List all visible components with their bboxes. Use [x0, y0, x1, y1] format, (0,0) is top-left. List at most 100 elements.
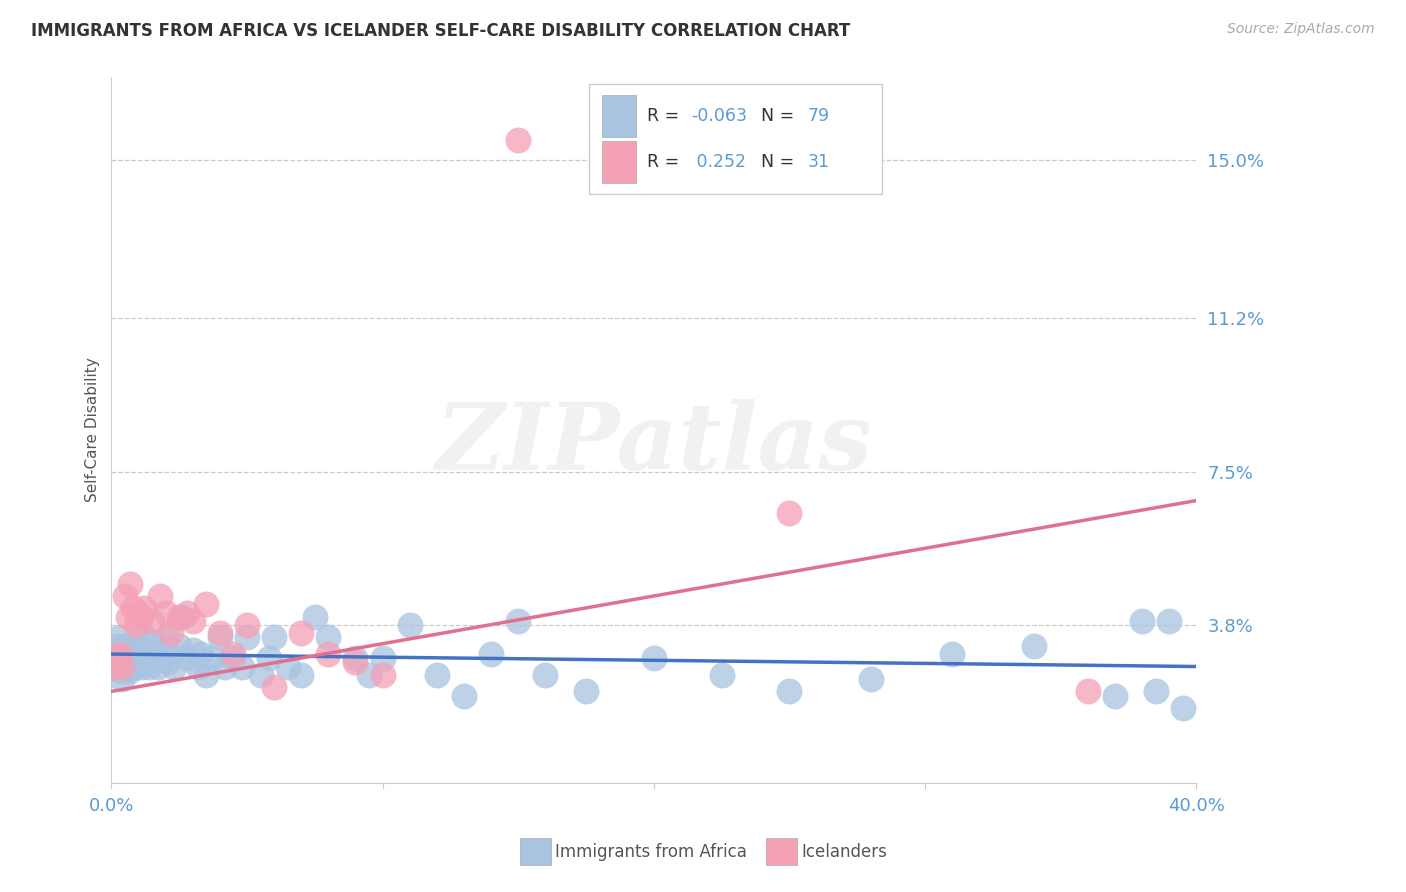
Point: [129, 659, 152, 673]
Point: [125, 647, 148, 661]
Point: [111, 659, 134, 673]
Text: -0.063: -0.063: [690, 107, 747, 125]
Point: [103, 659, 125, 673]
Point: [160, 647, 183, 661]
Point: [149, 643, 172, 657]
Point: [117, 656, 139, 670]
Point: [575, 684, 598, 698]
Point: [290, 626, 312, 640]
Point: [120, 664, 142, 678]
Point: [222, 651, 245, 665]
Point: [181, 614, 204, 628]
Point: [111, 643, 134, 657]
Point: [1144, 684, 1167, 698]
Point: [114, 651, 136, 665]
Point: [277, 659, 299, 673]
Text: R =: R =: [647, 107, 685, 125]
Point: [214, 659, 236, 673]
Point: [111, 651, 134, 665]
Point: [1130, 614, 1153, 628]
Point: [859, 672, 882, 686]
Point: [398, 618, 420, 632]
Point: [128, 651, 150, 665]
Point: [157, 656, 180, 670]
Text: R =: R =: [647, 153, 685, 171]
Point: [236, 618, 259, 632]
Point: [257, 651, 280, 665]
Point: [117, 609, 139, 624]
Point: [155, 606, 177, 620]
Point: [249, 668, 271, 682]
Point: [125, 618, 148, 632]
Point: [108, 631, 131, 645]
Point: [371, 651, 394, 665]
Text: N =: N =: [761, 107, 800, 125]
Text: N =: N =: [761, 153, 800, 171]
Point: [120, 576, 142, 591]
Point: [479, 647, 502, 661]
Point: [122, 601, 145, 615]
Point: [170, 609, 193, 624]
Text: Icelanders: Icelanders: [801, 843, 887, 861]
Point: [167, 609, 190, 624]
Point: [453, 689, 475, 703]
Point: [1077, 684, 1099, 698]
Point: [231, 659, 253, 673]
Text: 31: 31: [808, 153, 830, 171]
Point: [181, 643, 204, 657]
Y-axis label: Self-Care Disability: Self-Care Disability: [86, 358, 100, 502]
Point: [132, 631, 155, 645]
Point: [141, 647, 163, 661]
Point: [105, 639, 128, 653]
Point: [195, 597, 218, 611]
Point: [263, 680, 285, 694]
Point: [534, 668, 557, 682]
Point: [508, 133, 530, 147]
Point: [141, 634, 163, 648]
Text: 79: 79: [808, 107, 830, 125]
Point: [117, 647, 139, 661]
Point: [163, 659, 186, 673]
Point: [132, 601, 155, 615]
Point: [176, 606, 198, 620]
Point: [1171, 701, 1194, 715]
Point: [128, 606, 150, 620]
Point: [190, 647, 212, 661]
Text: Immigrants from Africa: Immigrants from Africa: [555, 843, 747, 861]
Point: [357, 668, 380, 682]
Point: [146, 659, 169, 673]
FancyBboxPatch shape: [589, 85, 882, 194]
Point: [1159, 614, 1181, 628]
Point: [122, 634, 145, 648]
Point: [318, 647, 340, 661]
Point: [195, 668, 218, 682]
Point: [208, 631, 231, 645]
FancyBboxPatch shape: [602, 95, 637, 137]
Text: IMMIGRANTS FROM AFRICA VS ICELANDER SELF-CARE DISABILITY CORRELATION CHART: IMMIGRANTS FROM AFRICA VS ICELANDER SELF…: [31, 22, 851, 40]
Point: [344, 651, 367, 665]
Point: [426, 668, 449, 682]
Point: [1022, 639, 1045, 653]
Point: [778, 684, 800, 698]
Point: [167, 639, 190, 653]
Point: [105, 651, 128, 665]
Text: ZIPatlas: ZIPatlas: [436, 399, 872, 489]
Point: [108, 651, 131, 665]
Text: Source: ZipAtlas.com: Source: ZipAtlas.com: [1227, 22, 1375, 37]
Point: [236, 631, 259, 645]
Point: [155, 631, 177, 645]
Point: [344, 656, 367, 670]
Point: [160, 626, 183, 640]
Point: [143, 651, 166, 665]
Point: [114, 639, 136, 653]
FancyBboxPatch shape: [602, 141, 637, 183]
Point: [122, 659, 145, 673]
Point: [222, 647, 245, 661]
Point: [128, 639, 150, 653]
Point: [508, 614, 530, 628]
Point: [187, 659, 209, 673]
Point: [108, 647, 131, 661]
Point: [129, 647, 152, 661]
Point: [108, 664, 131, 678]
Point: [114, 589, 136, 603]
